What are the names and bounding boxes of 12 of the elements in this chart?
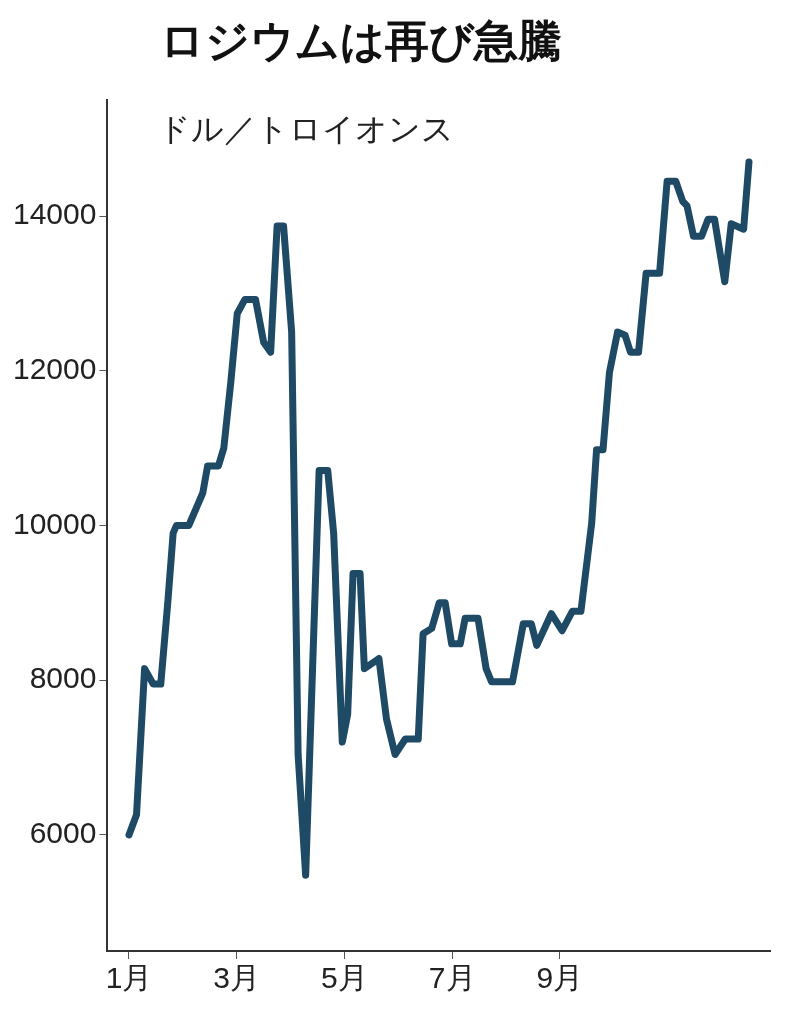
y-axis-title: ドル／トロイオンス: [158, 109, 454, 150]
y-tick-label: 14000: [12, 197, 97, 231]
y-tick-label: 6000: [29, 816, 97, 850]
x-tick-label: 1月: [105, 961, 153, 995]
y-tick-label: 8000: [29, 661, 97, 695]
y-tick-label: 10000: [12, 506, 97, 540]
x-tick-label: 3月: [213, 961, 261, 995]
chart-title: ロジウムは再び急騰: [160, 14, 562, 68]
x-tick-label: 9月: [536, 961, 584, 995]
x-tick-label: 7月: [428, 961, 476, 995]
y-tick-label: 12000: [12, 352, 97, 386]
x-tick-label: 5月: [321, 961, 368, 995]
